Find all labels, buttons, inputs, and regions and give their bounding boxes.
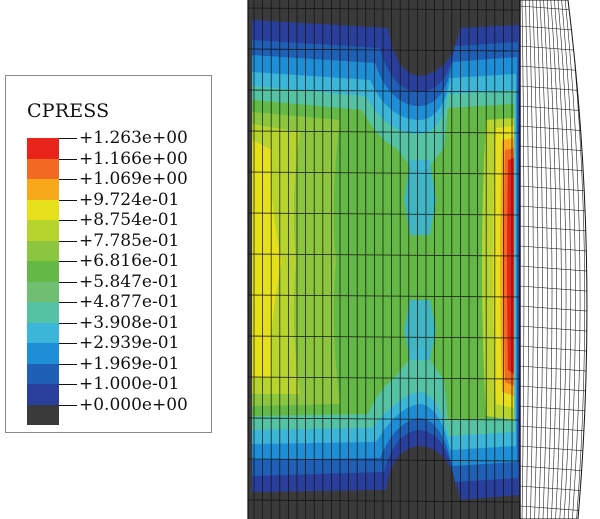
legend-label: +1.166e+00 xyxy=(79,148,188,169)
legend-label: +1.969e-01 xyxy=(79,353,180,374)
legend-swatch xyxy=(27,322,59,343)
legend-tick xyxy=(59,363,77,365)
legend-label: +1.069e+00 xyxy=(79,169,188,189)
legend-tick xyxy=(59,404,77,406)
legend-label: +1.263e+00 xyxy=(79,128,188,148)
legend-swatch xyxy=(27,199,59,220)
legend-label: +6.816e-01 xyxy=(79,251,180,271)
legend-label: +0.000e+00 xyxy=(79,394,188,415)
legend-title: CPRESS xyxy=(27,100,110,122)
legend-swatch xyxy=(27,138,59,159)
legend-label: +2.939e-01 xyxy=(79,333,180,353)
legend-label: +9.724e-01 xyxy=(79,189,180,210)
legend-label: +3.908e-01 xyxy=(79,312,180,333)
legend-tick xyxy=(59,302,77,303)
legend-tick xyxy=(59,281,77,283)
legend-tick xyxy=(59,220,77,221)
legend-swatch xyxy=(27,363,59,384)
legend-swatch xyxy=(27,343,59,364)
legend-swatch xyxy=(27,404,59,425)
mesh-grid-lines xyxy=(248,0,520,519)
legend-swatch xyxy=(27,281,59,302)
legend-tick xyxy=(59,322,77,324)
legend-tick xyxy=(59,158,77,160)
legend-tick xyxy=(59,179,77,180)
legend-tick xyxy=(59,343,77,344)
legend-tick xyxy=(59,261,77,262)
contour-legend: CPRESS +1.263e+00 +1.166e+00 +1.069e+00 +9.… xyxy=(5,75,212,433)
legend-swatch xyxy=(27,179,59,200)
legend-swatch xyxy=(27,302,59,323)
legend-swatch xyxy=(27,384,59,405)
legend-label: +4.877e-01 xyxy=(79,292,180,312)
legend-label: +7.785e-01 xyxy=(79,230,180,251)
legend-label: +5.847e-01 xyxy=(79,271,180,292)
legend-tick xyxy=(59,384,77,385)
legend-tick xyxy=(59,199,77,201)
legend-swatch xyxy=(27,158,59,179)
legend-tick xyxy=(59,138,77,139)
legend-swatch xyxy=(27,220,59,241)
legend-label: +1.000e-01 xyxy=(79,374,180,394)
legend-tick xyxy=(59,240,77,242)
legend-swatch xyxy=(27,240,59,261)
legend-swatch xyxy=(27,261,59,282)
legend-label: +8.754e-01 xyxy=(79,210,180,230)
mesh-side-wall xyxy=(519,0,588,519)
